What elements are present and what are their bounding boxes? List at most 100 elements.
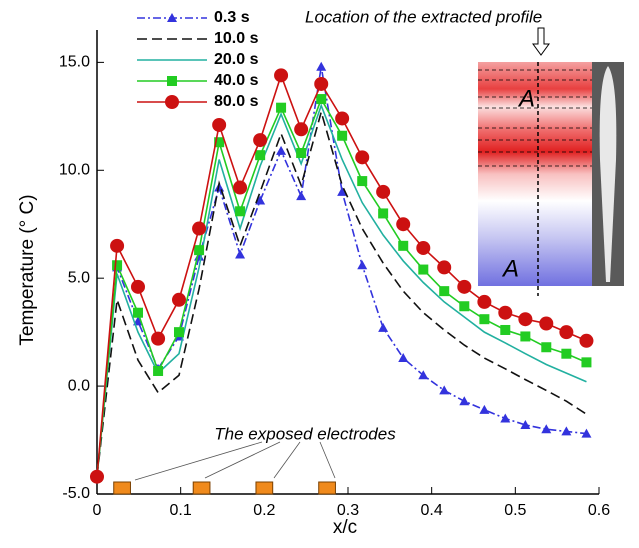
marker	[214, 137, 225, 148]
marker	[255, 150, 266, 161]
marker	[439, 385, 450, 395]
marker	[173, 327, 184, 338]
inset-arrow	[532, 27, 550, 56]
marker	[151, 331, 166, 346]
marker	[153, 365, 164, 376]
marker	[561, 426, 572, 436]
marker	[314, 76, 329, 91]
legend-label: 10.0 s	[214, 30, 259, 47]
marker	[459, 301, 470, 312]
marker	[498, 305, 513, 320]
legend-label: 20.0 s	[214, 51, 259, 68]
marker	[579, 333, 594, 348]
marker	[233, 180, 248, 195]
marker	[561, 348, 572, 359]
electrode	[192, 481, 211, 495]
section-label: A	[501, 255, 519, 282]
electrode	[255, 481, 274, 495]
x-tick-label: 0.2	[253, 502, 275, 519]
marker	[253, 133, 268, 148]
marker	[192, 221, 207, 236]
legend-label: 0.3 s	[214, 9, 250, 26]
y-tick-label: 15.0	[59, 54, 90, 71]
marker	[541, 424, 552, 434]
marker	[541, 342, 552, 353]
marker	[500, 324, 511, 335]
inset-airfoil	[599, 66, 617, 282]
marker	[235, 206, 246, 217]
series-line	[96, 103, 587, 477]
y-tick-label: 10.0	[59, 161, 90, 178]
legend-marker	[167, 13, 177, 22]
marker	[316, 94, 327, 105]
marker	[357, 176, 368, 187]
marker	[194, 245, 205, 256]
marker	[416, 240, 431, 255]
marker	[439, 286, 450, 297]
marker	[357, 260, 368, 270]
x-tick-label: 0.6	[588, 502, 610, 519]
x-tick-label: 0.5	[504, 502, 526, 519]
series-line	[96, 109, 587, 477]
annotation: The exposed electrodes	[214, 424, 396, 443]
marker	[90, 469, 104, 484]
inset: A A Location of the extracted profile	[305, 7, 624, 296]
section-label: A	[517, 85, 535, 112]
marker	[274, 68, 289, 83]
marker	[235, 249, 246, 259]
y-tick-label: 5.0	[68, 269, 90, 286]
marker	[110, 238, 125, 253]
pointer-line	[319, 441, 336, 479]
marker	[337, 130, 348, 141]
y-axis-label: Temperature (° C)	[17, 194, 38, 345]
electrode	[318, 481, 336, 495]
marker	[398, 353, 409, 363]
marker	[398, 240, 409, 251]
marker	[335, 111, 350, 126]
marker	[276, 145, 287, 155]
inset-lines	[478, 62, 592, 296]
marker	[500, 413, 511, 423]
electrode	[113, 481, 131, 495]
pointer-line	[273, 441, 301, 479]
marker	[378, 208, 389, 219]
marker	[459, 396, 470, 406]
marker	[112, 260, 123, 271]
marker	[255, 195, 266, 205]
marker	[479, 314, 490, 325]
x-axis-label: x/c	[333, 517, 357, 538]
marker	[276, 102, 287, 113]
legend-marker	[167, 76, 177, 86]
y-tick-label: 0.0	[68, 377, 90, 394]
legend-label: 40.0 s	[214, 72, 259, 89]
marker	[212, 117, 227, 132]
x-tick-label: 0.3	[337, 502, 359, 519]
x-tick-label: 0.1	[170, 502, 192, 519]
x-tick-label: 0.4	[421, 502, 443, 519]
y-tick-label: -5.0	[62, 485, 90, 502]
marker	[337, 186, 348, 196]
marker	[294, 122, 309, 137]
pointer-line	[134, 441, 263, 481]
marker	[539, 316, 554, 331]
marker	[437, 260, 452, 275]
pointer-line	[204, 441, 281, 479]
marker	[457, 279, 472, 294]
marker	[130, 279, 145, 294]
marker	[520, 419, 531, 429]
legend-label: 80.0 s	[214, 93, 259, 110]
inset-contour	[478, 62, 592, 286]
marker	[418, 264, 429, 275]
marker	[418, 370, 429, 380]
x-tick-label: 0	[93, 502, 102, 519]
marker	[316, 61, 327, 71]
marker	[477, 294, 492, 309]
marker	[396, 217, 411, 232]
legend-marker	[165, 95, 179, 109]
marker	[378, 322, 389, 332]
marker	[518, 312, 533, 327]
marker	[132, 307, 143, 318]
marker	[376, 184, 391, 199]
marker	[296, 191, 307, 201]
